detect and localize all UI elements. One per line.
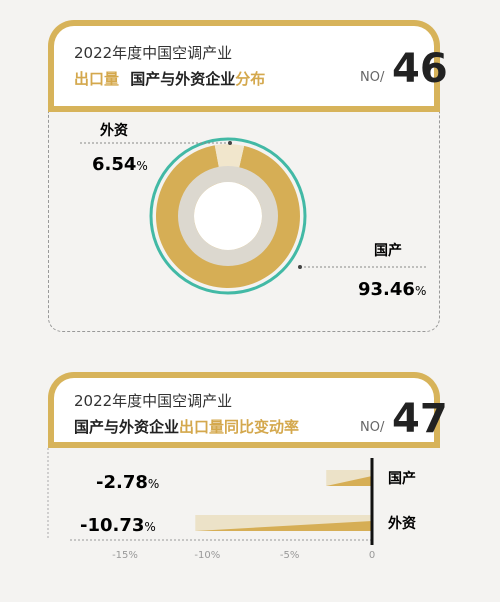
bar-category-domestic: 国产 bbox=[388, 470, 416, 487]
chart47-header: 2022年度中国空调产业 国产与外资企业出口量同比变动率 NO/ 47 bbox=[48, 372, 448, 442]
pie-label-domestic: 国产 bbox=[374, 242, 402, 259]
pie-value-domestic: 93.46% bbox=[358, 279, 426, 300]
chart47-no-label: NO/ bbox=[360, 420, 385, 435]
pie-value-foreign: 6.54% bbox=[92, 154, 148, 175]
chart46-title-part1: 出口量 bbox=[74, 70, 120, 88]
bar-1 bbox=[195, 521, 372, 531]
chart46-title-part2: 国产与外资企业 bbox=[130, 70, 236, 88]
tick-group: -15% -10% -5% 0 bbox=[112, 550, 375, 561]
chart47-title-line1: 2022年度中国空调产业 bbox=[74, 392, 233, 410]
chart46-title-line2: 出口量 国产与外资企业分布 bbox=[74, 68, 265, 89]
chart46-header-underline bbox=[48, 106, 440, 112]
pie-leader-dot-domestic bbox=[298, 265, 302, 269]
bar-tick-label-3: 0 bbox=[369, 550, 375, 561]
bar-tick-label-2: -5% bbox=[280, 550, 299, 561]
chart47-title-line2: 国产与外资企业出口量同比变动率 bbox=[74, 416, 299, 437]
chart46-title-part3: 分布 bbox=[235, 70, 266, 88]
bar-group bbox=[195, 458, 374, 545]
bar-0 bbox=[326, 476, 372, 486]
bar-tick-label-1: -10% bbox=[194, 550, 220, 561]
donut-inner-ring bbox=[178, 166, 278, 266]
chart47-title-part2: 出口量同比变动率 bbox=[179, 418, 300, 436]
chart47-header-underline bbox=[48, 442, 440, 448]
bar-tick-label-0: -15% bbox=[112, 550, 138, 561]
pie-leader-dot-foreign bbox=[228, 141, 232, 145]
chart46-header: 2022年度中国空调产业 出口量 国产与外资企业分布 NO/ 46 bbox=[48, 20, 448, 106]
pie-label-foreign: 外资 bbox=[100, 122, 128, 139]
chart46-title-line1: 2022年度中国空调产业 bbox=[74, 44, 233, 62]
donut-hole bbox=[194, 182, 262, 250]
donut-outer-ring bbox=[149, 137, 307, 295]
bar-value-domestic: -2.78% bbox=[96, 472, 159, 493]
chart47-title-part1: 国产与外资企业 bbox=[74, 418, 180, 436]
chart46-panel bbox=[48, 112, 440, 332]
chart47-number: 47 bbox=[392, 396, 448, 442]
bar-value-foreign: -10.73% bbox=[80, 515, 156, 536]
chart46-no-label: NO/ bbox=[360, 70, 385, 85]
chart46-number: 46 bbox=[392, 46, 448, 92]
bar-category-foreign: 外资 bbox=[388, 515, 416, 532]
